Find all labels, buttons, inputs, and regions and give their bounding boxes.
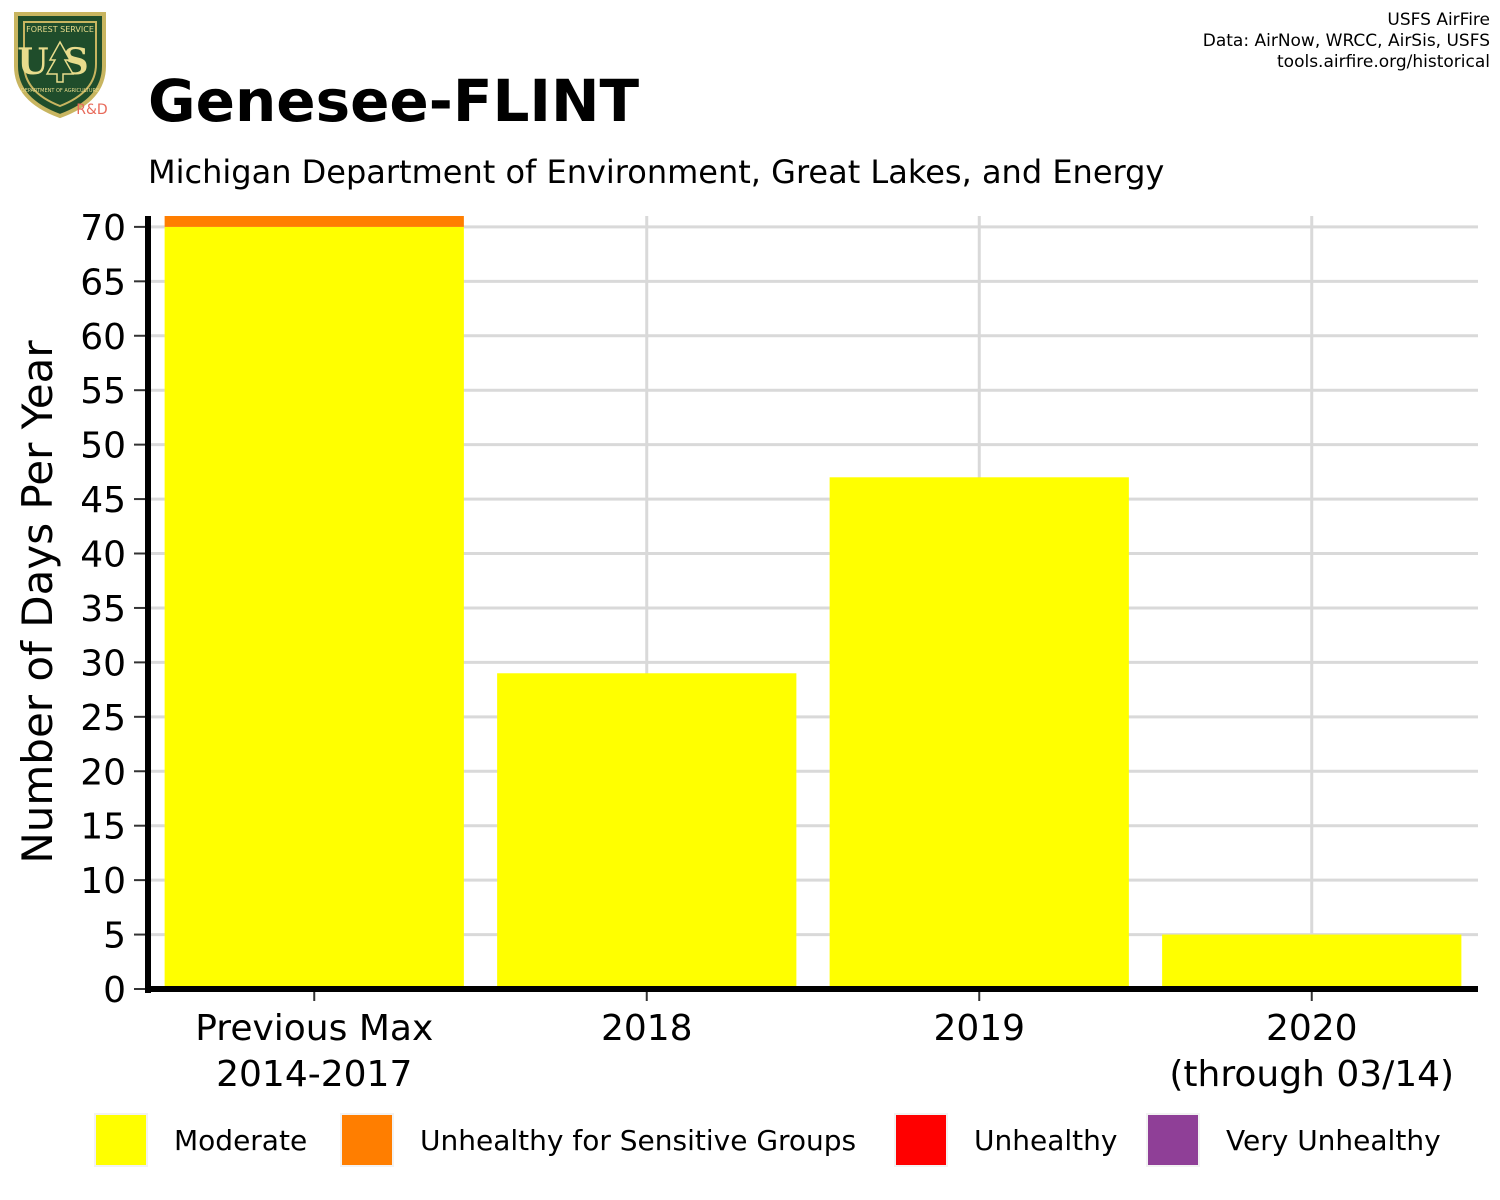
bar-moderate [1162,934,1462,989]
tree-icon [45,40,75,83]
y-tick-label: 30 [80,643,126,684]
y-tick-label: 70 [80,208,126,249]
y-tick-label: 40 [80,535,126,576]
y-tick-label: 20 [80,752,126,793]
x-tick-label: 2020 [1266,1008,1358,1049]
y-tick-label: 25 [80,698,126,739]
bars [164,216,1462,989]
logo-top-text: FOREST SERVICE [26,25,94,34]
chart-title: Genesee-FLINT [148,67,640,135]
legend-swatch [94,1113,148,1167]
y-tick-label: 35 [80,589,126,630]
legend-swatch [1146,1113,1200,1167]
credit-line: tools.airfire.org/historical [1277,52,1490,72]
forest-service-logo: FOREST SERVICE US DEPARTMENT OF AGRICULT… [14,12,108,119]
legend-label: Moderate [174,1123,308,1157]
y-tick-label: 65 [80,262,126,303]
x-tick-label: 2019 [933,1008,1025,1049]
legend-swatch [894,1113,948,1167]
legend-label: Very Unhealthy [1226,1123,1441,1157]
bar-chart: 0 5 10 15 20 25 30 35 40 45 50 55 60 65 70 Previous Max… [13,208,1478,1095]
x-tick-label: (through 03/14) [1169,1054,1454,1095]
y-tick-label: 60 [80,317,126,358]
x-tick-label: 2018 [601,1008,693,1049]
y-tick-label: 50 [80,426,126,467]
y-tick-label: 45 [80,480,126,521]
legend: Moderate Unhealthy for Sensitive Groups Un… [0,1108,1500,1172]
credit-line: Data: AirNow, WRCC, AirSis, USFS [1202,31,1490,51]
y-tick-label: 15 [80,807,126,848]
bar-moderate [497,673,797,989]
y-tick-label: 5 [103,916,126,957]
bar-moderate [829,477,1129,989]
x-tick-label: 2014-2017 [216,1054,412,1095]
y-tick-label: 55 [80,371,126,412]
chart-subtitle: Michigan Department of Environment, Grea… [148,153,1165,191]
y-tick-label: 0 [103,970,126,1011]
legend-swatch [340,1113,394,1167]
x-tick-label: Previous Max [195,1008,433,1049]
legend-label: Unhealthy [974,1123,1118,1157]
logo-tag: R&D [76,102,107,118]
bar-moderate [164,226,464,989]
legend-item: Unhealthy [894,1108,1117,1172]
legend-label: Unhealthy for Sensitive Groups [420,1123,857,1157]
credit-line: USFS AirFire [1387,10,1490,30]
credits: USFS AirFire Data: AirNow, WRCC, AirSis,… [1203,10,1490,73]
y-axis-label: Number of Days Per Year [13,340,62,864]
axes: 0 5 10 15 20 25 30 35 40 45 50 55 60 65 70 Previous Max… [80,208,1478,1095]
bar-unhealthy-for-sensitive-groups [164,216,464,227]
logo-bottom-text: DEPARTMENT OF AGRICULTURE [21,88,99,94]
y-tick-label: 10 [80,861,126,902]
legend-item: Very Unhealthy [1146,1108,1441,1172]
legend-item: Moderate [94,1108,307,1172]
legend-item: Unhealthy for Sensitive Groups [340,1108,856,1172]
